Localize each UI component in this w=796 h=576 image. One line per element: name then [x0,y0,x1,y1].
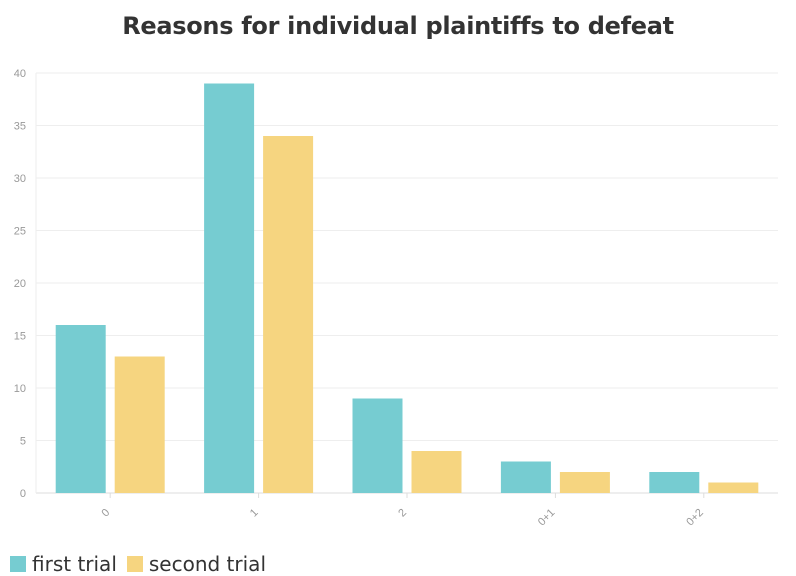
y-tick-label: 0 [20,488,26,500]
legend-item-first-trial[interactable]: first trial [10,552,117,576]
bar-first-trial-0 [55,325,106,493]
bar-first-trial-0+2 [649,472,700,493]
legend-item-second-trial[interactable]: second trial [126,552,266,576]
legend: first trial second trial [10,552,276,576]
x-axis: 0 1 2 0+1 0+2 [100,493,706,528]
y-axis: 0 5 10 15 20 25 30 35 40 [14,68,26,500]
bar-first-trial-0+1 [500,461,551,493]
y-tick-label: 10 [14,383,26,395]
legend-swatch [10,556,26,572]
bars [55,83,759,493]
bar-second-trial-0+1 [559,472,610,493]
x-tick-label: 1 [248,507,261,520]
y-tick-label: 30 [14,173,26,185]
y-tick-label: 20 [14,278,26,290]
y-tick-label: 40 [14,68,26,80]
bar-first-trial-1 [204,83,255,493]
bar-second-trial-2 [411,451,462,493]
x-tick-label: 0+2 [684,507,706,529]
legend-label: first trial [32,552,117,576]
y-tick-label: 15 [14,331,26,343]
y-tick-label: 5 [20,436,26,448]
legend-label: second trial [148,552,266,576]
x-tick-label: 0 [100,507,113,520]
bar-first-trial-2 [352,398,403,493]
bar-second-trial-1 [263,136,314,493]
y-tick-label: 35 [14,121,26,133]
y-tick-label: 25 [14,226,26,238]
bar-second-trial-0 [114,356,165,493]
x-tick-label: 2 [396,507,409,520]
legend-swatch [126,556,143,572]
bar-second-trial-0+2 [708,482,759,493]
x-tick-label: 0+1 [536,507,558,529]
chart-title: Reasons for individual plaintiffs to def… [122,12,674,40]
